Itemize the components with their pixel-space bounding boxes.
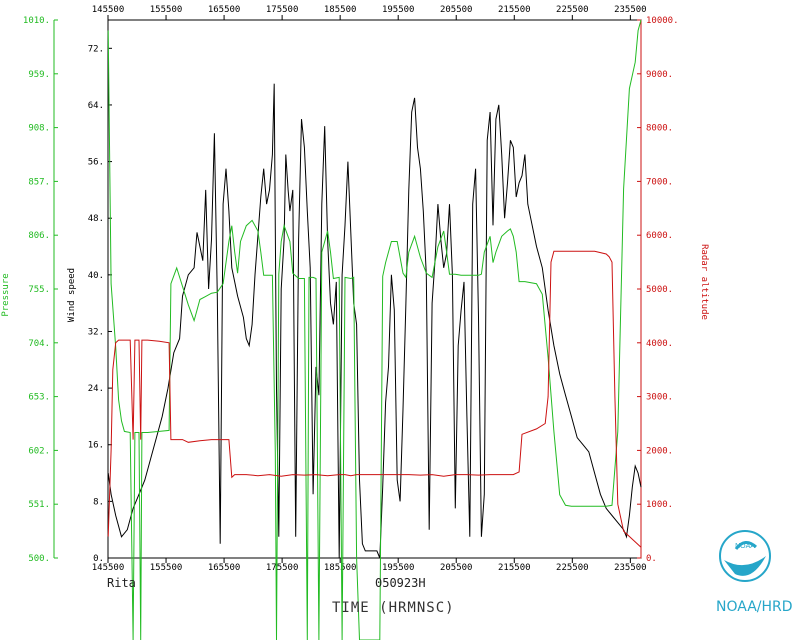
pressure-series-line	[107, 19, 642, 640]
pressure-tick-label: 500.	[28, 554, 50, 564]
wind-speed-tick-label: 56.	[88, 158, 104, 168]
x-tick-label: 195500	[382, 563, 415, 573]
x-tick-label: 165500	[208, 563, 241, 573]
radar-altitude-series-line	[107, 250, 642, 548]
x-tick-label: 205500	[440, 563, 473, 573]
pressure-tick-label: 653.	[28, 393, 50, 403]
x-tick-label-top: 155500	[150, 5, 183, 15]
wind-speed-tick-label: 72.	[88, 44, 104, 54]
pressure-tick-label: 755.	[28, 285, 50, 295]
plot-frame	[107, 19, 642, 559]
radar-altitude-tick-label: 8000.	[646, 124, 673, 134]
x-tick-label: 185500	[324, 563, 357, 573]
noaa-logo-text: NOAA	[735, 543, 755, 550]
x-tick-label-top: 145500	[92, 5, 125, 15]
wind-speed-tick-label: 16.	[88, 441, 104, 451]
pressure-tick-label: 704.	[28, 339, 50, 349]
x-tick-label-top: 195500	[382, 5, 415, 15]
wind-speed-axis-title: Wind speed	[67, 268, 77, 322]
radar-altitude-tick-label: 3000.	[646, 393, 673, 403]
wind-speed-series-line	[107, 83, 642, 559]
x-tick-label-top: 175500	[266, 5, 299, 15]
wind-speed-tick-label: 48.	[88, 214, 104, 224]
x-tick-label-top: 165500	[208, 5, 241, 15]
pressure-tick-label: 857.	[28, 177, 50, 187]
wind-speed-tick-label: 40.	[88, 271, 104, 281]
date-label: 050923H	[375, 576, 426, 590]
radar-altitude-tick-label: 1000.	[646, 500, 673, 510]
pressure-tick-label: 1010.	[23, 16, 50, 26]
pressure-tick-label: 908.	[28, 124, 50, 134]
pressure-tick-label: 806.	[28, 231, 50, 241]
wind-speed-tick-label: 32.	[88, 327, 104, 337]
noaa-hrd-label: NOAA/HRD	[716, 599, 793, 615]
x-tick-label: 215500	[498, 563, 531, 573]
x-axis-title: TIME (HRMNSC)	[332, 600, 455, 616]
storm-name-label: Rita	[107, 576, 136, 590]
wind-speed-tick-label: 24.	[88, 384, 104, 394]
radar-altitude-tick-label: 2000.	[646, 446, 673, 456]
x-tick-label-top: 225500	[556, 5, 589, 15]
radar-altitude-tick-label: 10000.	[646, 16, 679, 26]
pressure-axis-title: Pressure	[1, 273, 11, 316]
x-tick-label: 145500	[92, 563, 125, 573]
x-tick-label: 175500	[266, 563, 299, 573]
wind-speed-tick-label: 64.	[88, 101, 104, 111]
radar-altitude-tick-label: 5000.	[646, 285, 673, 295]
radar-altitude-axis-title: Radar altitude	[699, 244, 709, 320]
x-tick-label: 235500	[614, 563, 647, 573]
pressure-tick-label: 602.	[28, 446, 50, 456]
x-tick-label-top: 185500	[324, 5, 357, 15]
wind-speed-tick-label: 8.	[93, 497, 104, 507]
radar-altitude-tick-label: 9000.	[646, 70, 673, 80]
x-tick-label-top: 215500	[498, 5, 531, 15]
x-tick-label-top: 235500	[614, 5, 647, 15]
radar-altitude-tick-label: 6000.	[646, 231, 673, 241]
x-tick-label: 225500	[556, 563, 589, 573]
wind-speed-tick-label: 0.	[93, 554, 104, 564]
pressure-tick-label: 959.	[28, 70, 50, 80]
x-tick-label: 155500	[150, 563, 183, 573]
x-tick-label-top: 205500	[440, 5, 473, 15]
pressure-tick-label: 551.	[28, 500, 50, 510]
radar-altitude-tick-label: 4000.	[646, 339, 673, 349]
noaa-logo: NOAA	[719, 530, 771, 582]
radar-altitude-tick-label: 7000.	[646, 177, 673, 187]
radar-altitude-tick-label: 0.	[646, 554, 657, 564]
